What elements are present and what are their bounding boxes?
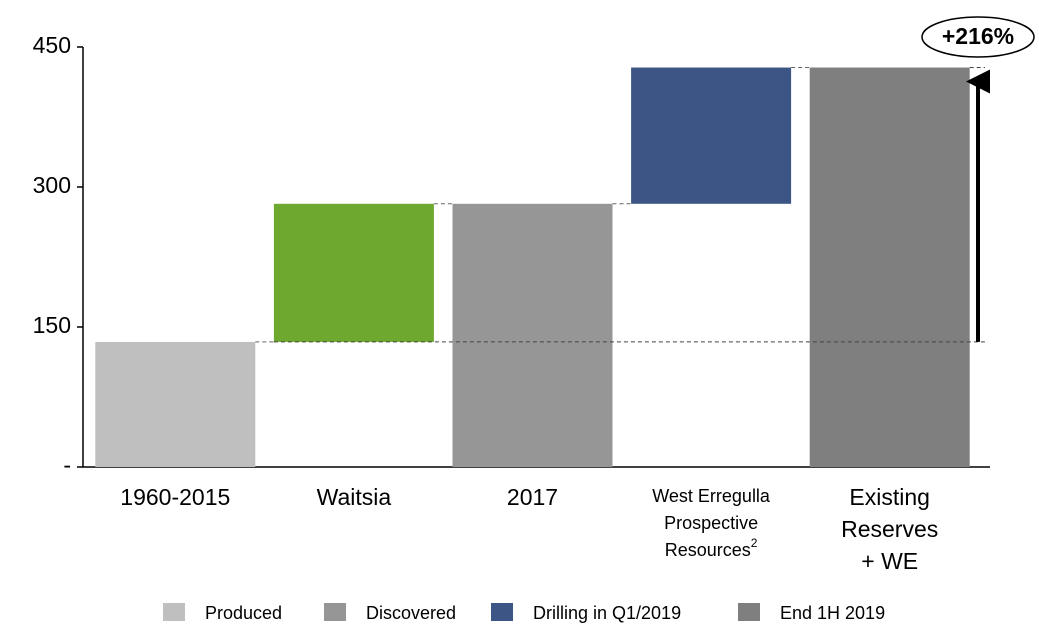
legend-label: End 1H 2019: [780, 603, 885, 623]
x-tick-label: 2017: [507, 484, 558, 510]
x-tick-label: Prospective: [664, 513, 758, 533]
x-tick-label: Resources2: [665, 536, 758, 560]
legend-label: Discovered: [366, 603, 456, 623]
annotation: +216%: [942, 23, 1014, 49]
bar: [95, 341, 256, 467]
legend-swatch: [491, 603, 513, 621]
x-tick-label-text: 1960-2015: [120, 484, 230, 510]
x-tick-label-text: Prospective: [664, 513, 758, 533]
bar: [631, 67, 792, 204]
x-tick-label-text: Reserves: [841, 516, 938, 542]
y-tick-label: 300: [33, 172, 71, 198]
x-tick-label-text: West Erregulla: [652, 486, 771, 506]
x-tick-label: + WE: [861, 548, 918, 574]
y-tick-label: 450: [33, 32, 71, 58]
bar: [809, 67, 970, 468]
x-tick-label: Reserves: [841, 516, 938, 542]
bar: [273, 203, 434, 342]
x-tick-label: Waitsia: [317, 484, 392, 510]
legend-label: Drilling in Q1/2019: [533, 603, 681, 623]
x-tick-label-text: 2017: [507, 484, 558, 510]
legend-swatch: [738, 603, 760, 621]
x-tick-label-text: Waitsia: [317, 484, 392, 510]
legend-label: Produced: [205, 603, 282, 623]
annotation-ellipse: [921, 16, 1035, 58]
x-tick-label-text: Resources: [665, 540, 751, 560]
footnote-mark: 2: [751, 536, 758, 550]
legend-swatch: [163, 603, 185, 621]
x-tick-label-text: Existing: [849, 484, 930, 510]
y-tick-label: 150: [33, 312, 71, 338]
bar: [452, 203, 613, 468]
legend-swatch: [324, 603, 346, 621]
x-tick-label: Existing: [849, 484, 930, 510]
x-tick-label: West Erregulla: [652, 486, 771, 506]
x-tick-label-text: + WE: [861, 548, 918, 574]
x-tick-label: 1960-2015: [120, 484, 230, 510]
y-tick-label: -: [63, 452, 71, 478]
